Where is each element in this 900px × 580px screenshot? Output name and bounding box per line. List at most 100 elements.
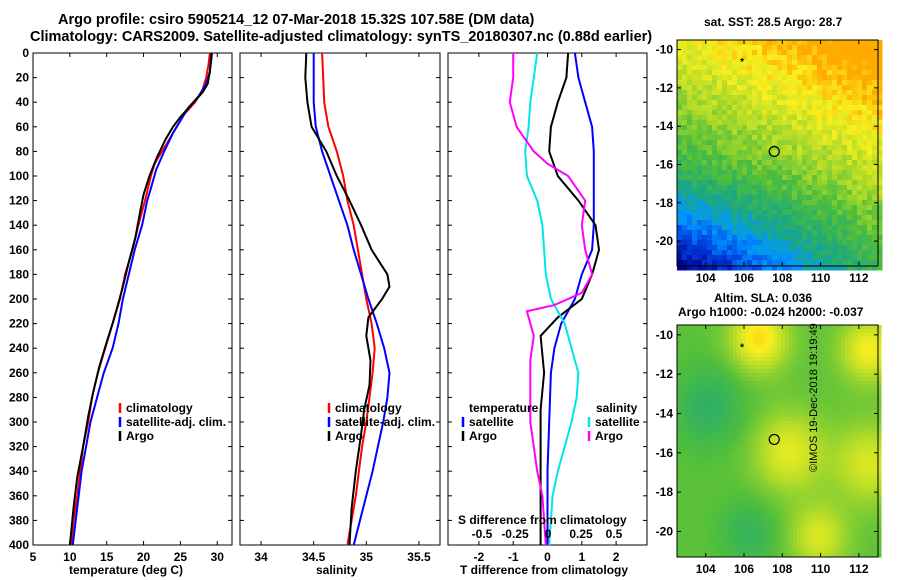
- series-line-satellite-adj-clim-: [71, 52, 214, 546]
- island-marker: *: [740, 343, 744, 354]
- map-sat-sst-map: [676, 39, 883, 271]
- xtick-label: 1: [578, 550, 585, 564]
- legend-label: satellite-adj. clim.: [335, 415, 435, 429]
- temperature-xlabel: temperature (deg C): [69, 563, 184, 577]
- legend-label: climatology: [126, 401, 193, 415]
- xtick-s-label: 0.5: [606, 527, 623, 541]
- legend-label: Argo: [335, 429, 363, 443]
- sla-map-title-line2: Argo h1000: -0.024 h2000: -0.037: [678, 305, 864, 319]
- map-ytick-label: -12: [656, 81, 674, 95]
- series-line-climatology: [70, 52, 211, 546]
- xtick-label: 20: [137, 550, 151, 564]
- sla-map-title-line1: Altim. SLA: 0.036: [714, 291, 813, 305]
- ytick-label: 180: [9, 267, 29, 281]
- ytick-label: 200: [9, 292, 29, 306]
- map-ytick-label: -12: [656, 367, 674, 381]
- ytick-label: 20: [16, 71, 30, 85]
- ytick-label: 0: [22, 46, 29, 60]
- figure-title-line2: Climatology: CARS2009. Satellite-adjuste…: [30, 29, 653, 45]
- map-ytick-label: -20: [656, 524, 674, 538]
- series-line-s-satellite: [524, 52, 580, 546]
- legend-label: climatology: [335, 401, 402, 415]
- series-line-satellite-adj-clim-: [312, 53, 391, 546]
- map-ytick-label: -20: [656, 234, 674, 248]
- legend-label: Argo: [595, 429, 623, 443]
- xtick-label: 35.5: [407, 550, 431, 564]
- ytick-label: 360: [9, 489, 29, 503]
- profile-location-marker: [768, 433, 780, 446]
- map-xtick-label: 106: [734, 562, 754, 576]
- figure-title-line1: Argo profile: csiro 5905214_12 07-Mar-20…: [58, 12, 535, 28]
- ytick-label: 300: [9, 415, 29, 429]
- panel-frame-temperature: [32, 52, 233, 546]
- map-ytick-label: -10: [656, 328, 674, 342]
- map-ytick-label: -18: [656, 196, 674, 210]
- map-ytick-label: -14: [656, 119, 674, 133]
- ytick-label: 280: [9, 390, 29, 404]
- xtick-label: -1: [508, 550, 519, 564]
- xtick-label: 35: [360, 550, 374, 564]
- ytick-label: 40: [16, 95, 30, 109]
- xtick-s-label: 0: [545, 527, 552, 541]
- map-xtick-label: 108: [772, 562, 792, 576]
- xtick-label: 34: [254, 550, 268, 564]
- map-xtick-label: 104: [696, 271, 716, 285]
- map-ytick-label: -10: [656, 43, 674, 57]
- ytick-label: 120: [9, 194, 29, 208]
- map-frame: [676, 324, 879, 558]
- island-marker: *: [740, 57, 744, 68]
- series-line-climatology: [321, 52, 376, 546]
- map-altim-sla-map: [676, 324, 882, 558]
- imos-credit: ©IMOS 19-Dec-2018 19:19:49: [808, 323, 820, 472]
- legend-label: satellite-adj. clim.: [126, 415, 226, 429]
- ytick-label: 320: [9, 440, 29, 454]
- ytick-label: 60: [16, 120, 30, 134]
- map-xtick-label: 104: [696, 562, 716, 576]
- profile-location-marker: [768, 145, 780, 158]
- series-line-argo: [304, 52, 391, 546]
- legend-heading-temperature: temperature: [469, 401, 539, 415]
- xtick-label: 30: [211, 550, 225, 564]
- xtick-label: 15: [100, 550, 114, 564]
- legend-label: satellite: [469, 415, 514, 429]
- ytick-label: 400: [9, 538, 29, 552]
- map-xtick-label: 108: [772, 271, 792, 285]
- ytick-label: 340: [9, 464, 29, 478]
- map-ytick-label: -14: [656, 406, 674, 420]
- difference-xlabel: T difference from climatology: [460, 563, 629, 577]
- series-line-argo: [68, 52, 213, 546]
- map-xtick-label: 112: [849, 562, 869, 576]
- sst-map-title: sat. SST: 28.5 Argo: 28.7: [704, 15, 843, 29]
- xtick-label: 2: [613, 550, 620, 564]
- ytick-label: 240: [9, 341, 29, 355]
- xtick-s-label: -0.25: [501, 527, 529, 541]
- ytick-label: 80: [16, 144, 30, 158]
- map-ytick-label: -16: [656, 446, 674, 460]
- ytick-label: 260: [9, 366, 29, 380]
- map-frame: [676, 39, 879, 267]
- xtick-label: 0: [544, 550, 551, 564]
- series-line-s-argo: [508, 53, 594, 546]
- ytick-label: 140: [9, 218, 29, 232]
- xtick-label: -2: [474, 550, 485, 564]
- salinity-xlabel: salinity: [316, 563, 358, 577]
- ytick-label: 100: [9, 169, 29, 183]
- xtick-label: 5: [30, 550, 37, 564]
- legend-label: satellite: [595, 415, 640, 429]
- series-line-t-satellite: [546, 52, 595, 545]
- map-ytick-label: -16: [656, 157, 674, 171]
- panel-frame-salinity: [239, 52, 441, 546]
- xtick-label: 10: [63, 550, 77, 564]
- map-ytick-label: -18: [656, 485, 674, 499]
- xtick-label: 34.5: [302, 550, 326, 564]
- xtick-s-label: 0.25: [569, 527, 593, 541]
- map-xtick-label: 110: [811, 562, 831, 576]
- map-xtick-label: 110: [811, 271, 831, 285]
- difference-s-label: S difference from climatology: [458, 513, 627, 527]
- ytick-label: 160: [9, 243, 29, 257]
- xtick-s-label: -0.5: [472, 527, 493, 541]
- xtick-label: 25: [174, 550, 188, 564]
- legend-label: Argo: [469, 429, 497, 443]
- legend-label: Argo: [126, 429, 154, 443]
